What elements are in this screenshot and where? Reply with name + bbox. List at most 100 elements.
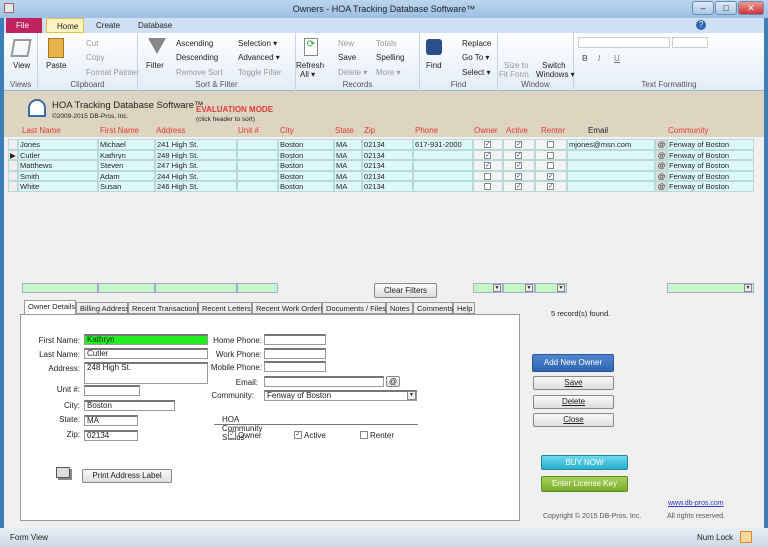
state-input[interactable]: MA — [84, 415, 138, 426]
save-button[interactable]: Save — [533, 376, 614, 390]
help-icon[interactable]: ? — [696, 20, 706, 30]
unit-cell[interactable] — [237, 149, 278, 160]
city-cell[interactable]: Boston — [278, 181, 334, 192]
font-name-select[interactable] — [578, 37, 670, 48]
app-icon[interactable] — [4, 3, 14, 13]
owner-checkbox[interactable]: ✓ — [484, 162, 491, 169]
minimize-button[interactable]: – — [692, 1, 714, 15]
toggle-filter-button[interactable]: Toggle Filter — [238, 68, 282, 77]
home-phone-input[interactable] — [264, 334, 326, 345]
owner-checkbox[interactable]: ✓ — [484, 151, 491, 159]
record-selector[interactable] — [8, 160, 18, 171]
tab-file[interactable]: File — [6, 18, 42, 33]
paste-button[interactable]: Paste — [46, 61, 67, 70]
renter-checkbox[interactable] — [547, 162, 554, 169]
last-name-input[interactable]: Cutler — [84, 348, 208, 359]
first-name-input[interactable]: Kathryn — [84, 334, 208, 345]
table-row[interactable]: Smith Adam 244 High St. Boston MA 02134 ✓ ✓ @ Fen… — [8, 170, 758, 181]
delete-record-button[interactable]: Delete ▾ — [338, 68, 368, 77]
column-header[interactable]: Phone — [415, 126, 439, 135]
copy-button[interactable]: Copy — [86, 53, 105, 62]
view-button[interactable]: View — [13, 61, 31, 70]
zip-cell[interactable]: 02134 — [362, 181, 413, 192]
cut-button[interactable]: Cut — [86, 39, 99, 48]
state-cell[interactable]: MA — [334, 139, 362, 150]
address-cell[interactable]: 247 High St. — [155, 160, 237, 171]
email-cell[interactable] — [567, 181, 655, 192]
email-button-icon[interactable]: @ — [655, 170, 667, 181]
email-cell[interactable]: mjones@msn.com — [567, 139, 655, 150]
address-cell[interactable]: 248 High St. — [155, 149, 237, 160]
table-row[interactable]: ▶ Cutler Kathryn 248 High St. Boston MA 02134 ✓… — [8, 149, 758, 160]
city-cell[interactable]: Boston — [278, 170, 334, 181]
owner-status-checkbox[interactable]: ✓ — [228, 431, 236, 439]
renter-status-checkbox[interactable] — [360, 431, 368, 439]
spelling-button[interactable]: Spelling — [376, 53, 405, 62]
phone-cell[interactable] — [413, 149, 473, 160]
record-selector[interactable] — [8, 181, 18, 192]
column-header[interactable]: Active — [506, 126, 528, 135]
tab-recent-letters[interactable]: Recent Letters — [198, 302, 252, 314]
column-header[interactable]: Zip — [364, 126, 376, 135]
chevron-down-icon[interactable]: ▼ — [407, 391, 416, 400]
new-record-button[interactable]: New — [338, 39, 355, 48]
delete-button[interactable]: Delete — [533, 395, 614, 409]
column-header[interactable]: Unit # — [238, 126, 259, 135]
goto-button[interactable]: Go To ▾ — [462, 53, 490, 62]
advanced-button[interactable]: Advanced ▾ — [238, 53, 280, 62]
switch-windows-button[interactable]: Switch — [542, 61, 566, 70]
descending-button[interactable]: Descending — [176, 53, 219, 62]
tab-recent-transactions[interactable]: Recent Transactions — [128, 302, 200, 314]
tab-recent-work-orders[interactable]: Recent Work Orders — [252, 302, 324, 314]
renter-checkbox[interactable]: ✓ — [547, 172, 554, 180]
unit-cell[interactable] — [237, 139, 278, 150]
tab-owner-details[interactable]: Owner Details — [24, 300, 76, 314]
filter-dropdown[interactable]: ▼ — [503, 283, 535, 293]
replace-button[interactable]: Replace — [462, 39, 492, 48]
record-selector[interactable] — [8, 139, 18, 150]
filter-input[interactable] — [98, 283, 155, 293]
tab-home[interactable]: Home — [46, 18, 84, 33]
table-row[interactable]: Jones Michael 241 High St. Boston MA 02134 617… — [8, 139, 758, 150]
filter-input[interactable] — [155, 283, 237, 293]
owner-checkbox[interactable]: ✓ — [484, 141, 491, 148]
owner-checkbox[interactable] — [484, 183, 491, 190]
state-cell[interactable]: MA — [334, 149, 362, 160]
phone-cell[interactable] — [413, 181, 473, 192]
unit-cell[interactable] — [237, 160, 278, 171]
find-button[interactable]: Find — [426, 61, 442, 70]
address-cell[interactable]: 241 High St. — [155, 139, 237, 150]
phone-cell[interactable] — [413, 170, 473, 181]
active-checkbox[interactable]: ✓ — [515, 151, 522, 159]
tab-documents-files[interactable]: Documents / Files — [322, 302, 386, 314]
last-cell[interactable]: White — [18, 181, 98, 192]
city-cell[interactable]: Boston — [278, 160, 334, 171]
unit-cell[interactable] — [237, 181, 278, 192]
work-phone-input[interactable] — [264, 348, 326, 359]
bold-button[interactable]: B — [582, 54, 588, 63]
add-new-owner-button[interactable]: Add New Owner — [532, 354, 614, 372]
community-cell[interactable]: Fenway of Boston — [667, 139, 754, 150]
buy-now-button[interactable]: BUY NOW — [541, 455, 628, 470]
email-cell[interactable] — [567, 160, 655, 171]
column-header[interactable]: State — [335, 126, 354, 135]
first-cell[interactable]: Kathryn — [98, 149, 155, 160]
first-cell[interactable]: Steven — [98, 160, 155, 171]
remove-sort-button[interactable]: Remove Sort — [176, 68, 223, 77]
font-size-select[interactable] — [672, 37, 708, 48]
renter-checkbox[interactable] — [547, 151, 554, 159]
phone-cell[interactable]: 617-931-2000 — [413, 139, 473, 150]
more-button[interactable]: More ▾ — [376, 68, 401, 77]
tab-comments[interactable]: Comments — [413, 302, 453, 314]
filter-input[interactable] — [22, 283, 98, 293]
address-cell[interactable]: 244 High St. — [155, 170, 237, 181]
active-checkbox[interactable]: ✓ — [515, 162, 522, 169]
size-to-fit-button[interactable]: Size to — [504, 61, 529, 70]
last-cell[interactable]: Jones — [18, 139, 98, 150]
state-cell[interactable]: MA — [334, 160, 362, 171]
column-header[interactable]: First Name — [100, 126, 140, 135]
first-cell[interactable]: Michael — [98, 139, 155, 150]
active-checkbox[interactable]: ✓ — [515, 183, 522, 190]
owner-checkbox[interactable] — [484, 172, 491, 180]
record-selector[interactable]: ▶ — [8, 149, 18, 160]
